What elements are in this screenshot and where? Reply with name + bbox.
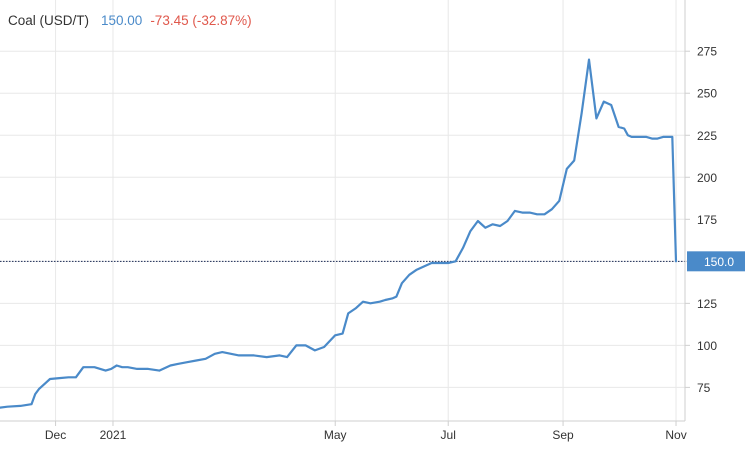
y-tick-label: 275 <box>697 45 717 59</box>
x-tick-label: Nov <box>665 428 686 442</box>
last-value-label: 150.0 <box>704 255 734 269</box>
grid <box>0 0 685 421</box>
last-value-badge-bg <box>687 251 745 272</box>
y-tick-label: 250 <box>697 87 717 101</box>
series-layer <box>0 58 685 409</box>
x-tick-label: Dec <box>45 428 66 442</box>
y-tick-label: 75 <box>697 381 711 395</box>
y-axis: 75100125150175200225250275 <box>684 0 717 421</box>
current-price: 150.00 <box>101 13 142 28</box>
svg-text:Coal (USD/T)150.00-73.45 (-32.: Coal (USD/T) 150.00 -73.45 (-32.87%) <box>8 13 252 28</box>
x-tick-label: 2021 <box>100 428 127 442</box>
price-change: -73.45 (-32.87%) <box>150 13 251 28</box>
y-tick-label: 225 <box>697 129 717 143</box>
x-tick-label: Jul <box>441 428 456 442</box>
y-tick-label: 125 <box>697 297 717 311</box>
instrument-name: Coal (USD/T) <box>8 13 89 28</box>
y-tick-label: 100 <box>697 339 717 353</box>
series-line <box>0 58 678 409</box>
y-tick-label: 175 <box>697 213 717 227</box>
last-value-badge: 150.0 <box>687 251 745 272</box>
x-tick-label: May <box>324 428 347 442</box>
x-axis: Dec 2021 May Jul Sep Nov <box>0 420 687 442</box>
x-tick-label: Sep <box>552 428 574 442</box>
chart-header: Coal (USD/T) 150.00 -73.45 (-32.87%) <box>8 13 252 28</box>
y-tick-label: 200 <box>697 171 717 185</box>
